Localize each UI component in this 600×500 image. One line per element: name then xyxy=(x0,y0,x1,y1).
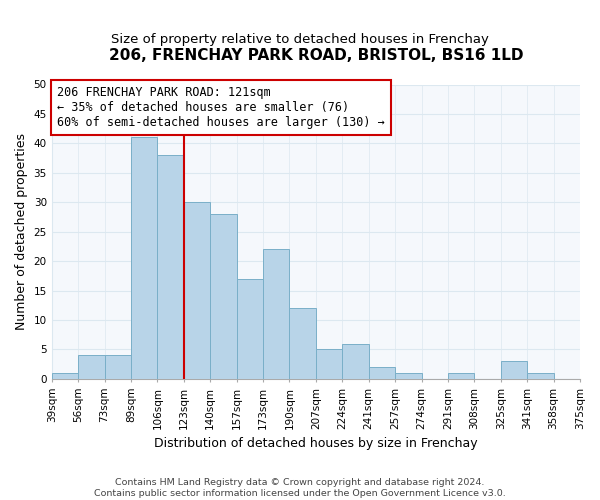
Bar xyxy=(448,373,475,379)
Bar xyxy=(395,373,421,379)
Bar xyxy=(289,308,316,379)
Bar xyxy=(316,350,342,379)
Bar xyxy=(263,250,289,379)
Bar xyxy=(131,138,157,379)
Y-axis label: Number of detached properties: Number of detached properties xyxy=(15,133,28,330)
Bar xyxy=(157,155,184,379)
Bar xyxy=(342,344,368,379)
Bar xyxy=(184,202,210,379)
X-axis label: Distribution of detached houses by size in Frenchay: Distribution of detached houses by size … xyxy=(154,437,478,450)
Title: 206, FRENCHAY PARK ROAD, BRISTOL, BS16 1LD: 206, FRENCHAY PARK ROAD, BRISTOL, BS16 1… xyxy=(109,48,523,62)
Bar xyxy=(368,367,395,379)
Bar xyxy=(501,361,527,379)
Text: Size of property relative to detached houses in Frenchay: Size of property relative to detached ho… xyxy=(111,32,489,46)
Text: 206 FRENCHAY PARK ROAD: 121sqm
← 35% of detached houses are smaller (76)
60% of : 206 FRENCHAY PARK ROAD: 121sqm ← 35% of … xyxy=(57,86,385,129)
Bar xyxy=(104,356,131,379)
Bar xyxy=(210,214,236,379)
Bar xyxy=(78,356,104,379)
Text: Contains HM Land Registry data © Crown copyright and database right 2024.
Contai: Contains HM Land Registry data © Crown c… xyxy=(94,478,506,498)
Bar xyxy=(527,373,554,379)
Bar xyxy=(236,279,263,379)
Bar xyxy=(52,373,78,379)
